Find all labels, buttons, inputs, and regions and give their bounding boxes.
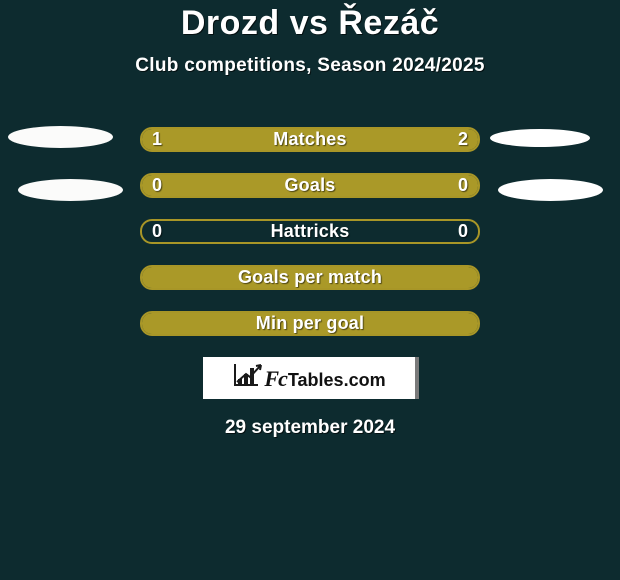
logo-text: Fc Tables.com	[264, 366, 385, 392]
logo-text-rest: Tables.com	[288, 370, 386, 391]
logo: Fc Tables.com	[234, 364, 385, 392]
stat-bar: Min per goal	[140, 311, 480, 336]
comparison-title: Drozd vs Řezáč	[0, 0, 620, 43]
stat-bars: Matches12Goals00Hattricks00Goals per mat…	[140, 127, 480, 336]
logo-plaque: Fc Tables.com	[203, 357, 418, 399]
bar-chart-icon	[234, 364, 258, 386]
logo-text-fc: Fc	[264, 366, 286, 392]
player-badge-right	[490, 129, 590, 147]
stat-bar-label: Hattricks	[142, 221, 478, 242]
stat-bar-value-left: 0	[152, 175, 162, 196]
stat-bar-value-left: 0	[152, 221, 162, 242]
stat-bar-label: Goals per match	[142, 267, 478, 288]
comparison-date: 29 september 2024	[0, 417, 620, 439]
player-badge-left	[8, 126, 113, 148]
stat-bar-value-left: 1	[152, 129, 162, 150]
stat-bar: Goals0 0	[140, 173, 480, 198]
player-badge-right	[498, 179, 603, 201]
stat-bar-value-right: 0	[458, 221, 468, 242]
stat-bar-label: Min per goal	[142, 313, 478, 334]
stat-bar-value-right: 2	[458, 129, 468, 150]
stat-bar: Hattricks0 0	[140, 219, 480, 244]
player-badge-left	[18, 179, 123, 201]
stat-bar: Matches1 2	[140, 127, 480, 152]
stat-bar-value-right: 0	[458, 175, 468, 196]
stat-bar-label: Goals	[142, 175, 478, 196]
page-root: Drozd vs Řezáč Club competitions, Season…	[0, 0, 620, 580]
stat-bar: Goals per match	[140, 265, 480, 290]
comparison-subtitle: Club competitions, Season 2024/2025	[0, 55, 620, 77]
stat-bar-label: Matches	[142, 129, 478, 150]
